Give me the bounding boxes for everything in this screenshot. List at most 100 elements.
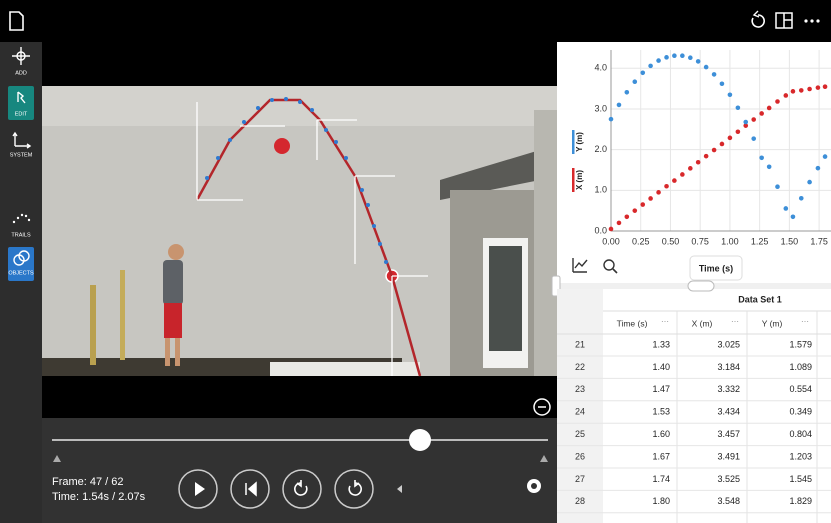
data-point bbox=[751, 117, 756, 122]
data-point bbox=[664, 184, 669, 189]
data-point bbox=[672, 178, 677, 183]
cell: 3.525 bbox=[717, 474, 740, 484]
row-index: 28 bbox=[575, 496, 585, 506]
data-point bbox=[823, 154, 828, 159]
data-point bbox=[720, 142, 725, 147]
x-tick-label: 1.75 bbox=[810, 236, 828, 246]
toolbar-label: EDIT bbox=[15, 111, 28, 117]
x-axis-label[interactable]: Time (s) bbox=[699, 263, 733, 273]
data-point bbox=[617, 221, 622, 226]
y-tick-label: 1.0 bbox=[594, 185, 607, 195]
settings-icon[interactable] bbox=[527, 479, 541, 493]
data-point bbox=[632, 79, 637, 84]
data-point bbox=[736, 129, 741, 134]
column-menu: ⋯ bbox=[731, 317, 739, 326]
timeline-knob[interactable] bbox=[409, 429, 431, 451]
x-tick-label: 0.50 bbox=[662, 236, 680, 246]
app: ADDEDITSYSTEMTRAILSOBJECTS Frame: 47 / 6… bbox=[0, 0, 831, 523]
row-index: 27 bbox=[575, 474, 585, 484]
data-point bbox=[712, 72, 717, 77]
y-tick-label: 2.0 bbox=[594, 144, 607, 154]
x-tick-label: 1.25 bbox=[751, 236, 769, 246]
x-tick-label: 1.00 bbox=[721, 236, 739, 246]
data-point bbox=[728, 136, 733, 141]
cell: 1.74 bbox=[652, 474, 670, 484]
data-point bbox=[791, 215, 796, 220]
more-icon[interactable] bbox=[804, 19, 819, 22]
legend-label: Y (m) bbox=[575, 132, 584, 152]
data-point bbox=[617, 103, 622, 108]
cell: 1.545 bbox=[789, 474, 812, 484]
data-point bbox=[751, 136, 756, 141]
cell: 3.332 bbox=[717, 384, 740, 394]
table-title: Data Set 1 bbox=[738, 294, 782, 304]
data-point bbox=[625, 214, 630, 219]
splitter-handle[interactable] bbox=[688, 281, 714, 291]
cell: 0.554 bbox=[789, 384, 812, 394]
data-point bbox=[688, 55, 693, 60]
data-point bbox=[799, 88, 804, 93]
cell: 1.40 bbox=[652, 362, 670, 372]
data-point bbox=[625, 90, 630, 95]
cell: 3.548 bbox=[717, 496, 740, 506]
cell: 1.47 bbox=[652, 384, 670, 394]
data-point bbox=[712, 148, 717, 153]
data-point bbox=[736, 105, 741, 110]
cell: 0.804 bbox=[789, 429, 812, 439]
cell: 1.80 bbox=[652, 496, 670, 506]
data-point bbox=[704, 154, 709, 159]
cell: 1.203 bbox=[789, 451, 812, 461]
data-point bbox=[648, 64, 653, 69]
data-point bbox=[767, 106, 772, 111]
row-index: 26 bbox=[575, 451, 585, 461]
data-point bbox=[609, 227, 614, 232]
cell: 3.491 bbox=[717, 451, 740, 461]
x-tick-label: 1.50 bbox=[781, 236, 799, 246]
cell: 1.089 bbox=[789, 362, 812, 372]
data-point bbox=[696, 59, 701, 64]
column-menu: ⋯ bbox=[661, 317, 669, 326]
y-tick-label: 3.0 bbox=[594, 103, 607, 113]
cell: 1.829 bbox=[789, 496, 812, 506]
data-point bbox=[696, 160, 701, 165]
data-point bbox=[648, 196, 653, 201]
data-point bbox=[609, 117, 614, 122]
row-index: 23 bbox=[575, 384, 585, 394]
x-tick-label: 0.75 bbox=[691, 236, 709, 246]
frame-label: Frame: 47 / 62 bbox=[52, 476, 124, 488]
cell: 3.184 bbox=[717, 362, 740, 372]
cell: 1.579 bbox=[789, 339, 812, 349]
top-bar bbox=[0, 0, 831, 42]
data-point bbox=[664, 55, 669, 60]
toolbar-label: OBJECTS bbox=[8, 270, 34, 276]
data-point bbox=[775, 184, 780, 189]
data-point bbox=[775, 99, 780, 104]
data-point bbox=[680, 53, 685, 58]
data-point bbox=[784, 93, 789, 98]
cell: 3.025 bbox=[717, 339, 740, 349]
data-point bbox=[823, 84, 828, 89]
row-index: 25 bbox=[575, 429, 585, 439]
row-index: 21 bbox=[575, 339, 585, 349]
data-point bbox=[632, 208, 637, 213]
graph-panel bbox=[557, 42, 831, 283]
y-tick-label: 4.0 bbox=[594, 63, 607, 73]
data-point bbox=[688, 166, 693, 171]
row-index: 22 bbox=[575, 362, 585, 372]
column-header: Time (s) bbox=[617, 318, 648, 328]
data-point bbox=[807, 87, 812, 92]
data-point bbox=[807, 180, 812, 185]
cell: 1.67 bbox=[652, 451, 670, 461]
data-point bbox=[680, 172, 685, 177]
toolbar-label: TRAILS bbox=[11, 232, 31, 238]
data-point bbox=[656, 190, 661, 195]
data-point bbox=[816, 166, 821, 171]
data-point bbox=[759, 111, 764, 116]
data-point bbox=[704, 65, 709, 70]
cell: 1.53 bbox=[652, 407, 670, 417]
data-point bbox=[656, 58, 661, 63]
toolbar-label: ADD bbox=[15, 70, 27, 76]
cell: 3.457 bbox=[717, 429, 740, 439]
data-point bbox=[728, 92, 733, 97]
data-point bbox=[816, 85, 821, 90]
